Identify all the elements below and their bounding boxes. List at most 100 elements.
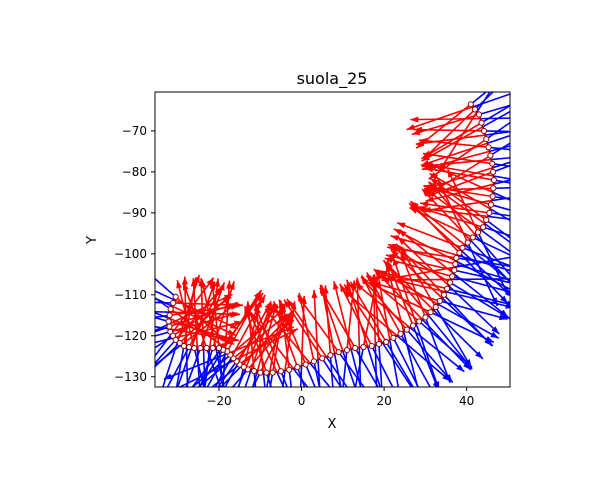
blue-normal-vector-head (274, 432, 280, 440)
y-tick-label: −130 (114, 370, 147, 384)
blue-normal-vector-head (514, 280, 522, 288)
red-normal-vector-head (332, 281, 339, 290)
red-normal-vector (241, 314, 291, 367)
red-normal-vector-head (289, 328, 298, 336)
red-normal-vector-head (418, 137, 428, 144)
x-tick-label: 0 (298, 394, 306, 408)
contour-point-marker (471, 106, 479, 113)
contour-point-marker (176, 339, 183, 347)
blue-normal-vector (206, 350, 228, 387)
contour-point-marker (447, 279, 454, 286)
blue-normal-vector-head (531, 84, 540, 90)
y-axis-label: Y (85, 236, 100, 245)
blue-normal-vector (493, 179, 510, 184)
red-normal-vector-head (300, 295, 307, 304)
red-normal-vector-head (429, 163, 438, 170)
blue-normal-vector-head (414, 393, 421, 401)
blue-normal-vector (445, 290, 510, 308)
blue-normal-vector (478, 104, 510, 116)
blue-normal-vector (418, 320, 473, 368)
red-normal-vector-head (411, 202, 419, 211)
blue-normal-vector (415, 323, 439, 387)
contour-point-marker (166, 323, 173, 330)
blue-normal-vector (155, 290, 175, 301)
blue-normal-vector (237, 366, 245, 387)
blue-normal-vector (455, 263, 510, 281)
blue-normal-vector-head (283, 431, 289, 440)
contour-point-marker (483, 136, 490, 143)
red-normal-vector (298, 292, 315, 362)
blue-normal-vector-head (464, 359, 473, 368)
contour-point-marker (368, 342, 375, 350)
blue-normal-vector (491, 197, 510, 202)
blue-normal-vector (396, 335, 451, 382)
contour-point-marker (485, 144, 492, 151)
blue-normal-vector-head (228, 428, 234, 437)
x-tick-label: −20 (206, 394, 231, 408)
red-normal-vector-head (447, 169, 454, 178)
blue-normal-vector-head (554, 188, 562, 194)
blue-normal-vector-head (300, 427, 306, 436)
blue-normal-vector (480, 117, 510, 120)
blue-normal-vector-head (198, 410, 204, 418)
contour-point-marker (489, 168, 497, 175)
blue-normal-vector (175, 345, 185, 387)
blue-normal-vector (381, 342, 413, 387)
blue-normal-vector (155, 297, 173, 307)
blue-normal-vector-head (191, 406, 197, 415)
contour-point-marker (449, 273, 456, 280)
blue-normal-vector (492, 162, 510, 168)
blue-normal-vector-head (512, 282, 520, 289)
blue-normal-vector (155, 311, 170, 320)
blue-normal-vector-head (398, 400, 404, 408)
contour-point-marker (478, 119, 485, 126)
x-tick-label: 40 (459, 394, 474, 408)
blue-normal-vector-head (519, 267, 528, 273)
red-normal-vector-head (285, 326, 294, 333)
red-normal-vector-head (258, 294, 266, 304)
blue-normal-vector (457, 254, 510, 272)
blue-normal-vector-head (514, 279, 523, 285)
blue-normal-vector (205, 347, 222, 387)
red-normal-vector (169, 304, 240, 317)
red-normal-vector (422, 152, 493, 165)
red-normal-vector-head (370, 275, 377, 284)
blue-normal-vector-head (509, 291, 510, 293)
blue-normal-vector-head (101, 302, 110, 308)
blue-normal-vector (155, 316, 169, 323)
contour-point-marker (397, 330, 404, 337)
blue-normal-vector (155, 314, 170, 319)
blue-normal-vector-head (419, 392, 425, 400)
red-normal-vector-head (227, 334, 237, 341)
blue-normal-vector-head (267, 434, 273, 442)
blue-normal-vector (155, 342, 181, 368)
contour-point-marker (319, 355, 326, 362)
red-normal-vector (324, 285, 332, 356)
red-normal-vector (234, 328, 299, 361)
blue-normal-vector-head (415, 394, 422, 402)
blue-normal-vector-head (168, 405, 174, 414)
blue-normal-vector-head (528, 261, 537, 267)
contour-point-marker (383, 338, 390, 346)
red-normal-vector (421, 122, 482, 160)
blue-normal-vector-head (199, 410, 205, 418)
blue-normal-vector (449, 281, 510, 320)
red-normal-vector (188, 285, 223, 348)
blue-normal-vector-head (546, 129, 554, 135)
red-normal-vector (169, 328, 240, 342)
red-normal-vector-head (397, 222, 406, 229)
blue-normal-vector-head (511, 283, 519, 291)
blue-normal-vector-head (348, 407, 354, 415)
blue-normal-vector-head (541, 118, 549, 125)
blue-normal-vector (489, 145, 510, 153)
red-normal-vector-head (424, 166, 434, 173)
contour-point-marker (302, 361, 309, 368)
red-normal-vector (415, 134, 486, 145)
blue-normal-vector (281, 370, 286, 387)
red-normal-vector (300, 295, 305, 366)
contour-point-marker (191, 344, 198, 352)
blue-normal-vector-head (185, 408, 191, 416)
red-normal-vector (424, 167, 495, 181)
blue-normal-vector (193, 347, 205, 387)
